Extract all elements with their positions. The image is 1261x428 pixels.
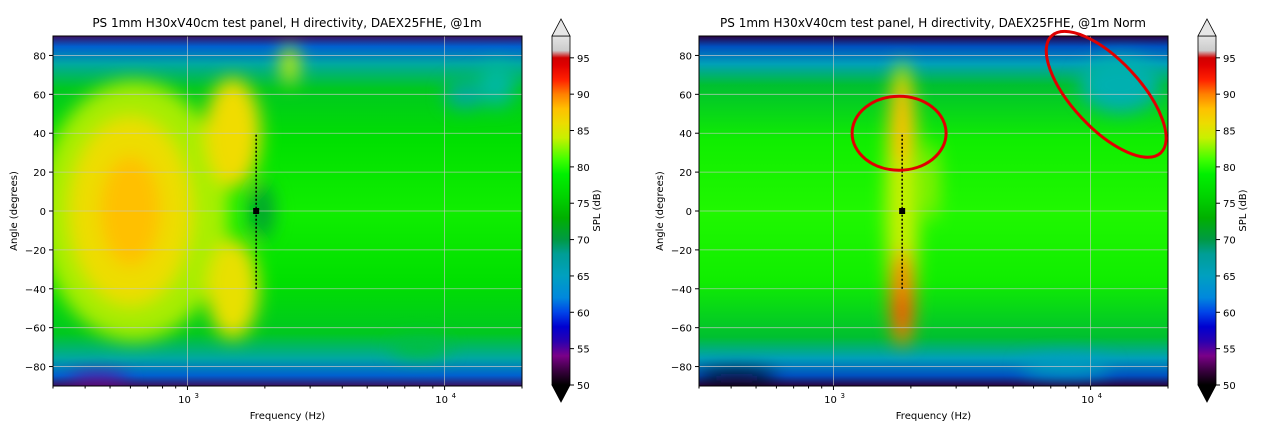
colorbar-tick-label: 85 [577, 127, 590, 138]
x-tick-label: 10 [178, 395, 191, 406]
y-axis-label: Angle (degrees) [655, 171, 666, 251]
colorbar-tick-label: 80 [577, 163, 590, 174]
x-tick-exponent: 3 [840, 392, 844, 400]
y-tick-label: −60 [671, 324, 692, 335]
x-tick-label: 10 [824, 395, 837, 406]
spl-region [68, 374, 129, 386]
x-axis-label: Frequency (Hz) [896, 411, 972, 422]
y-axis-label: Angle (degrees) [9, 171, 20, 251]
colorbar-tick-label: 75 [577, 199, 590, 210]
colorbar-scale [1197, 35, 1217, 386]
chart-title: PS 1mm H30xV40cm test panel, H directivi… [720, 16, 1146, 30]
spl-region [479, 62, 516, 107]
y-tick-label: −80 [671, 363, 692, 374]
colorbar-tick-label: 80 [1223, 163, 1236, 174]
colorbar-tick-label: 65 [577, 272, 590, 283]
colorbar-extend-max [1197, 18, 1217, 37]
colorbar-tick-label: 75 [1223, 199, 1236, 210]
x-tick-exponent: 4 [452, 392, 457, 400]
y-tick-label: 20 [33, 168, 46, 179]
colorbar: 50 55 60 65 70 75 80 85 90 95 SPL (dB) [551, 18, 603, 403]
colorbar-extend-max [551, 18, 571, 37]
marker-point [899, 208, 906, 214]
y-tick-label: −20 [25, 246, 46, 257]
colorbar-tick-label: 55 [577, 345, 590, 356]
y-tick-label: −20 [671, 246, 692, 257]
marker-point [253, 208, 260, 214]
colorbar-scale [551, 35, 571, 386]
colorbar-tick-label: 50 [577, 381, 590, 392]
colorbar-tick-label: 65 [1223, 272, 1236, 283]
x-tick-label: 10 [1081, 395, 1094, 406]
grid [699, 36, 1168, 386]
colorbar-tick-label: 85 [1223, 127, 1236, 138]
grid [53, 36, 522, 386]
colorbar-tick-label: 55 [1223, 345, 1236, 356]
chart-title: PS 1mm H30xV40cm test panel, H directivi… [92, 16, 481, 30]
colorbar-tick-label: 70 [1223, 236, 1236, 247]
y-tick-label: 40 [33, 129, 46, 140]
y-tick-label: 60 [679, 90, 692, 101]
spl-region [699, 371, 777, 386]
highlight-ellipse [1044, 29, 1168, 159]
spl-region [389, 337, 450, 358]
x-tick-exponent: 3 [194, 392, 198, 400]
y-tick-label: 0 [40, 207, 46, 218]
y-tick-label: 80 [33, 51, 46, 62]
spl-region [280, 45, 299, 86]
x-axis-label: Frequency (Hz) [250, 411, 326, 422]
y-tick-label: −40 [25, 285, 46, 296]
colorbar-tick-label: 70 [577, 236, 590, 247]
colorbar-tick-label: 90 [577, 90, 590, 101]
spl-region [890, 78, 915, 169]
y-tick-label: −40 [671, 285, 692, 296]
colorbar-tick-label: 50 [1223, 381, 1236, 392]
y-tick-label: 20 [679, 168, 692, 179]
y-tick-label: 80 [679, 51, 692, 62]
colorbar-tick-label: 90 [1223, 90, 1236, 101]
spl-region [1079, 56, 1160, 113]
colorbar-tick-label: 60 [577, 308, 590, 319]
y-tick-label: 40 [679, 129, 692, 140]
highlight-ellipse [850, 94, 948, 172]
colorbar-label: SPL (dB) [592, 189, 603, 231]
y-tick-label: 0 [686, 207, 692, 218]
colorbar-tick-label: 95 [1223, 54, 1236, 65]
spl-region [896, 294, 909, 331]
colorbar-tick-label: 60 [1223, 308, 1236, 319]
y-tick-label: 60 [33, 90, 46, 101]
colorbar-extend-min [551, 384, 571, 403]
colorbar-label: SPL (dB) [1238, 189, 1249, 231]
y-tick-label: −80 [25, 363, 46, 374]
colorbar-tick-label: 95 [577, 54, 590, 65]
colorbar-extend-min [1197, 384, 1217, 403]
x-tick-label: 10 [435, 395, 448, 406]
colorbar: 50 55 60 65 70 75 80 85 90 95 SPL (dB) [1197, 18, 1249, 403]
y-tick-label: −60 [25, 324, 46, 335]
x-tick-exponent: 4 [1098, 392, 1103, 400]
